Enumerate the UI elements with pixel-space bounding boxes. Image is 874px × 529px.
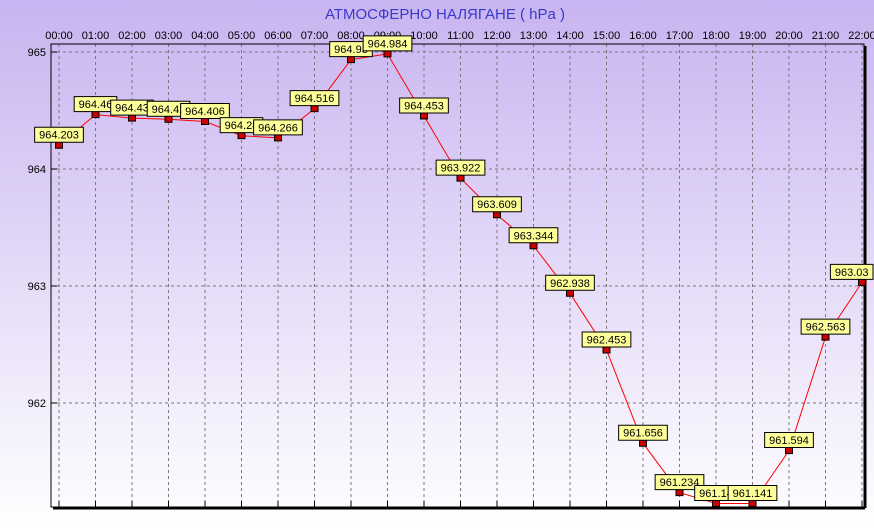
x-tick-label: 07:00 [301, 30, 329, 42]
data-point-marker [748, 500, 757, 508]
data-point-marker [91, 111, 100, 119]
axis-layer: 00:00 01:00 02:00 03:00 04:00 05:00 06:00 07:00… [28, 30, 874, 510]
data-label-box [289, 90, 340, 107]
data-point-marker [347, 56, 355, 64]
x-tick-label: 06:00 [264, 30, 292, 42]
data-point-marker [420, 112, 428, 120]
y-tick-label: 962 [28, 398, 46, 410]
data-point-marker [858, 278, 866, 286]
data-label: 964.43 [115, 103, 149, 115]
data-label: 961.594 [769, 435, 809, 447]
data-point-marker [566, 289, 574, 297]
data-label-box [253, 119, 303, 136]
data-point-marker [602, 346, 611, 354]
x-tick-label: 17:00 [666, 30, 694, 42]
data-label: 961.14 [699, 488, 733, 500]
data-label-box [472, 196, 522, 213]
data-point-marker [529, 242, 538, 250]
data-point-marker [639, 439, 647, 447]
x-tick-label: 10:00 [410, 30, 438, 42]
x-tick-label: 11:00 [447, 30, 474, 42]
data-point-marker [237, 132, 246, 140]
data-label: 963.344 [514, 230, 554, 242]
data-label: 964.203 [39, 130, 79, 142]
x-tick-label: 02:00 [118, 30, 146, 42]
chart-title: АТМОСФЕРНО НАЛЯГАНЕ ( hPa ) [325, 6, 565, 23]
x-tick-label: 18:00 [702, 30, 730, 42]
data-point-marker [821, 333, 830, 341]
x-tick-label: 01:00 [82, 30, 110, 42]
data-label: 964.984 [368, 38, 408, 50]
data-label-box [399, 97, 449, 114]
data-label-box [362, 35, 413, 52]
data-point-marker [55, 141, 63, 149]
data-point-marker [712, 500, 720, 508]
x-tick-label: 03:00 [155, 30, 183, 42]
x-tick-label: 04:00 [191, 30, 219, 42]
data-label-box [435, 159, 486, 176]
data-label: 961.141 [733, 488, 773, 500]
data-point-marker [785, 447, 793, 455]
data-label-box [654, 474, 705, 491]
data-label: 964.93 [334, 44, 368, 56]
x-tick-label: 00:00 [45, 30, 73, 42]
x-tick-label: 19:00 [739, 30, 767, 42]
data-label-box [618, 424, 668, 441]
data-label: 962.563 [806, 322, 846, 334]
data-label-box [829, 263, 874, 280]
x-tick-label: 12:00 [483, 30, 511, 42]
data-label: 963.922 [441, 163, 481, 175]
x-tick-label: 05:00 [228, 30, 256, 42]
x-tick-label: 14:00 [556, 30, 584, 42]
data-point-marker [493, 211, 501, 219]
data-label: 964.46 [79, 99, 113, 111]
data-label: 964.516 [295, 93, 335, 105]
x-tick-label: 16:00 [629, 30, 657, 42]
data-label: 963.03 [835, 267, 869, 279]
x-tick-label: 22:00 [848, 30, 874, 42]
data-label-box [34, 126, 84, 143]
y-tick-label: 965 [28, 47, 46, 59]
data-label-box [764, 432, 814, 449]
data-point-marker [274, 134, 282, 142]
x-tick-label: 13:00 [520, 30, 548, 42]
data-point-marker [201, 117, 209, 125]
data-label-box [727, 485, 778, 502]
data-label: 962.938 [550, 278, 590, 290]
x-tick-label: 15:00 [593, 30, 621, 42]
y-tick-label: 963 [28, 281, 46, 293]
data-label: 961.656 [623, 428, 663, 440]
data-point-marker [128, 114, 136, 122]
data-label-box [508, 227, 559, 244]
x-tick-label: 21:00 [812, 30, 840, 42]
x-tick-label: 08:00 [337, 30, 365, 42]
data-label: 964.28 [225, 120, 259, 132]
data-label-box [800, 318, 851, 335]
data-point-marker [456, 174, 465, 182]
data-point-marker [164, 115, 173, 123]
data-label: 963.609 [477, 199, 517, 211]
data-point-marker [310, 105, 319, 113]
data-label-box [581, 331, 632, 348]
data-label-box [180, 102, 230, 119]
data-label: 964.406 [185, 106, 225, 118]
data-label: 961.234 [660, 477, 700, 489]
data-point-marker [675, 489, 684, 497]
data-point-marker [383, 50, 392, 58]
data-label-box [545, 274, 595, 291]
data-label: 964.453 [404, 100, 444, 112]
data-label: 964.42 [152, 104, 186, 116]
x-tick-label: 20:00 [775, 30, 803, 42]
line-layer [55, 50, 866, 508]
y-tick-label: 964 [28, 164, 46, 176]
data-label: 964.266 [258, 122, 298, 134]
data-label: 962.453 [587, 334, 627, 346]
